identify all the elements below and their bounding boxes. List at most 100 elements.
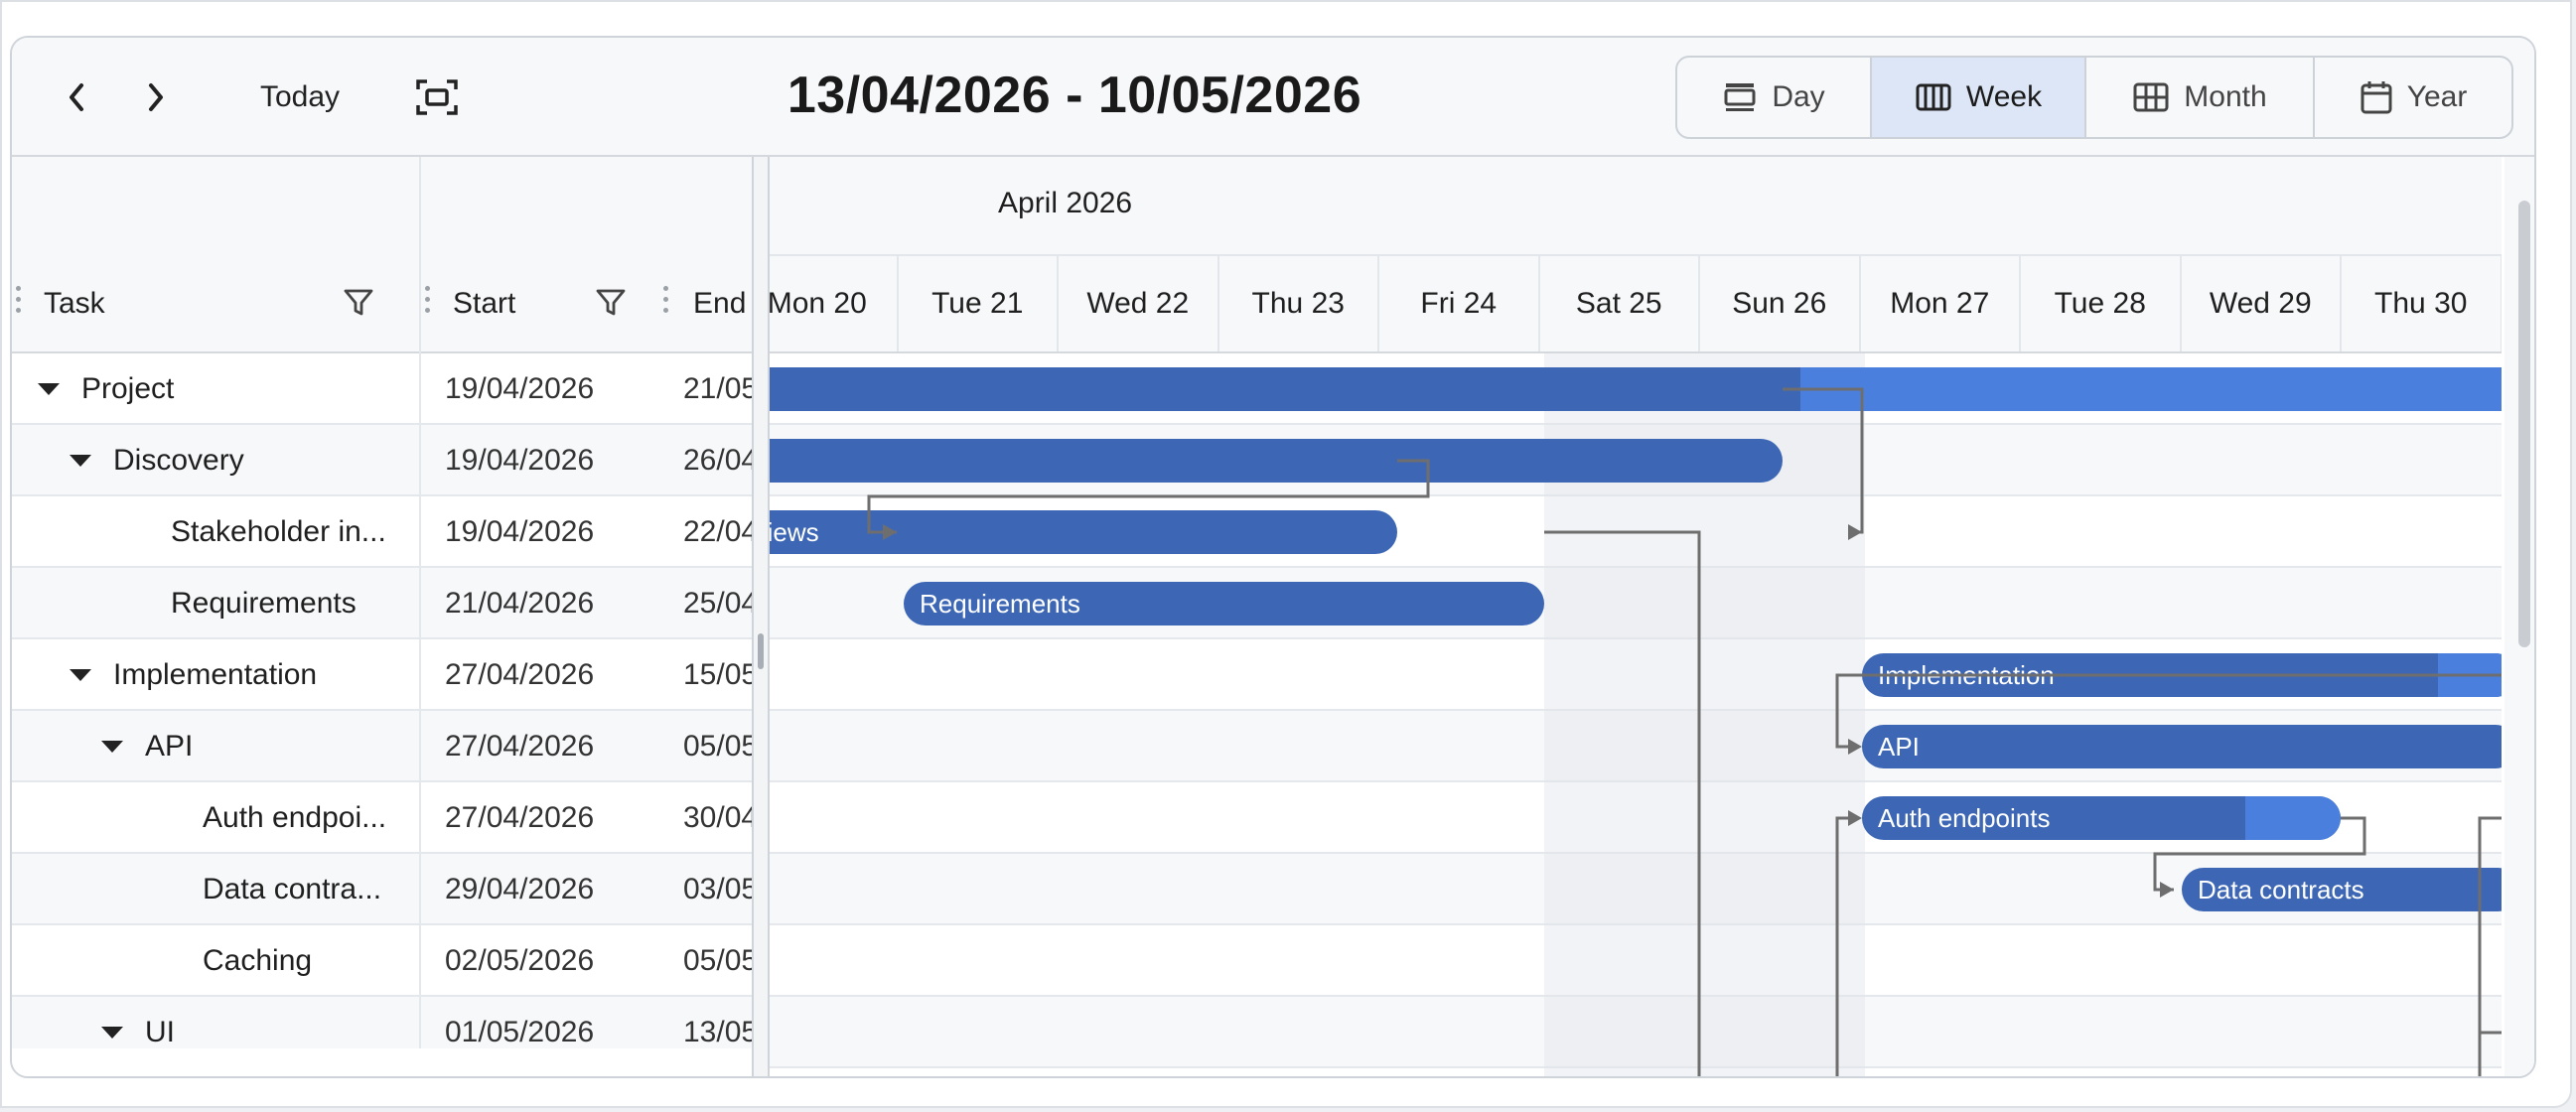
collapse-caret-icon[interactable] <box>70 455 91 467</box>
end-date-cell[interactable]: 15/05 <box>683 658 752 691</box>
day-header: Thu 30 <box>2342 256 2502 351</box>
day-header: Tue 28 <box>2021 256 2182 351</box>
column-header-task[interactable]: Task <box>12 256 421 351</box>
start-date-cell[interactable]: 01/05/2026 <box>445 1016 595 1048</box>
splitter-grip[interactable] <box>758 633 764 669</box>
next-button[interactable] <box>131 68 181 127</box>
table-row[interactable]: Requirements 21/04/2026 25/04 <box>12 568 752 639</box>
month-view-button[interactable]: Month <box>2086 58 2315 137</box>
day-header-row: Mon 20 Tue 21 Wed 22 Thu 23 Fri 24 Sat 25 Sun … <box>770 254 2502 351</box>
collapse-caret-icon[interactable] <box>70 669 91 681</box>
fit-to-screen-icon <box>416 79 458 115</box>
pane-splitter[interactable] <box>752 157 770 1076</box>
end-date-cell[interactable]: 03/05 <box>683 873 752 905</box>
year-view-label: Year <box>2406 80 2468 113</box>
api-bar[interactable]: API <box>1862 725 2502 768</box>
end-date-cell[interactable]: 05/05 <box>683 730 752 763</box>
table-row[interactable]: Stakeholder in... 19/04/2026 22/04 <box>12 496 752 568</box>
collapse-caret-icon[interactable] <box>101 741 123 753</box>
task-name: Caching <box>203 944 313 977</box>
task-cell[interactable]: API <box>12 711 421 782</box>
vertical-scrollbar-thumb[interactable] <box>2518 201 2530 647</box>
start-date-cell[interactable]: 29/04/2026 <box>445 873 595 905</box>
filter-icon[interactable] <box>343 288 374 318</box>
task-cell[interactable]: Project <box>12 353 421 425</box>
end-date-cell[interactable]: 21/05 <box>683 372 752 405</box>
toolbar: Today 13/04/2026 - 10/05/2026 Day Week M… <box>12 38 2534 157</box>
date-range-title: 13/04/2026 - 10/05/2026 <box>787 67 1362 124</box>
day-view-button[interactable]: Day <box>1677 58 1872 137</box>
end-date-cell[interactable]: 25/04 <box>683 587 752 620</box>
filter-icon[interactable] <box>595 288 627 318</box>
end-date-cell[interactable]: 26/04 <box>683 444 752 477</box>
dependency-link[interactable] <box>1544 530 1701 1078</box>
task-name: Implementation <box>113 658 318 691</box>
bar-label: Requirements <box>920 588 1080 619</box>
discovery-bar[interactable] <box>770 439 1783 483</box>
task-cell[interactable]: Implementation <box>12 639 421 711</box>
fit-to-screen-button[interactable] <box>407 68 467 127</box>
start-date-cell[interactable]: 27/04/2026 <box>445 658 595 691</box>
collapse-caret-icon[interactable] <box>38 383 60 395</box>
today-button[interactable]: Today <box>259 80 341 113</box>
end-date-cell[interactable]: 05/05 <box>683 944 752 977</box>
end-date-cell[interactable]: 13/05 <box>683 1016 752 1048</box>
table-row[interactable]: Caching 02/05/2026 05/05 <box>12 925 752 997</box>
day-header: Thu 23 <box>1219 256 1379 351</box>
column-drag-handle[interactable] <box>16 286 22 316</box>
start-date-cell[interactable]: 27/04/2026 <box>445 801 595 834</box>
column-separator[interactable] <box>419 157 421 353</box>
task-cell[interactable]: Data contra... <box>12 854 421 925</box>
bar-label: Data contracts <box>2198 874 2364 904</box>
task-cell[interactable]: Stakeholder in... <box>12 496 421 568</box>
task-cell[interactable]: Discovery <box>12 425 421 496</box>
dependency-link[interactable] <box>2153 816 2366 892</box>
task-cell[interactable]: Requirements <box>12 568 421 639</box>
table-row[interactable]: Implementation 27/04/2026 15/05 <box>12 639 752 711</box>
column-drag-handle[interactable] <box>663 286 669 316</box>
requirements-bar[interactable]: Requirements <box>904 582 1544 626</box>
column-header-end[interactable]: End <box>659 256 752 351</box>
dependency-link[interactable] <box>867 459 1430 534</box>
task-name: API <box>145 730 194 763</box>
dependency-link[interactable] <box>1835 673 2502 749</box>
end-date-cell[interactable]: 22/04 <box>683 515 752 548</box>
table-row[interactable]: UI 01/05/2026 13/05 <box>12 997 752 1048</box>
table-row[interactable]: Project 19/04/2026 21/05 <box>12 353 752 425</box>
day-header: Sat 25 <box>1540 256 1700 351</box>
end-date-cell[interactable]: 30/04 <box>683 801 752 834</box>
timeline-row <box>770 353 2502 425</box>
table-row[interactable]: Auth endpoi... 27/04/2026 30/04 <box>12 782 752 854</box>
start-date-cell[interactable]: 19/04/2026 <box>445 515 595 548</box>
dependency-link[interactable] <box>1835 816 1854 1078</box>
project-bar[interactable] <box>770 367 2502 411</box>
data-contracts-bar[interactable]: Data contracts <box>2182 868 2502 911</box>
start-date-cell[interactable]: 19/04/2026 <box>445 444 595 477</box>
start-date-cell[interactable]: 27/04/2026 <box>445 730 595 763</box>
week-view-button[interactable]: Week <box>1872 58 2086 137</box>
day-header: Wed 22 <box>1059 256 1219 351</box>
start-date-cell[interactable]: 19/04/2026 <box>445 372 595 405</box>
task-cell[interactable]: UI <box>12 997 421 1048</box>
start-date-cell[interactable]: 02/05/2026 <box>445 944 595 977</box>
collapse-caret-icon[interactable] <box>101 1027 123 1039</box>
task-name: Project <box>81 372 175 405</box>
previous-button[interactable] <box>52 68 101 127</box>
table-row[interactable]: API 27/04/2026 05/05 <box>12 711 752 782</box>
vertical-scrollbar[interactable] <box>2504 157 2534 1076</box>
timeline: April 2026 Mon 20 Tue 21 Wed 22 Thu 23 Fri 2… <box>770 157 2502 1078</box>
dependency-link[interactable] <box>2478 816 2502 1078</box>
table-row[interactable]: Discovery 19/04/2026 26/04 <box>12 425 752 496</box>
day-header: Mon 27 <box>1861 256 2021 351</box>
table-row[interactable]: Data contra... 29/04/2026 03/05 <box>12 854 752 925</box>
start-date-cell[interactable]: 21/04/2026 <box>445 587 595 620</box>
year-view-button[interactable]: Year <box>2315 58 2511 137</box>
column-drag-handle[interactable] <box>425 286 431 316</box>
task-cell[interactable]: Caching <box>12 925 421 997</box>
dependency-link[interactable] <box>1783 387 1864 534</box>
auth-endpoints-bar[interactable]: Auth endpoints <box>1862 796 2341 840</box>
view-switcher: Day Week Month Year <box>1675 56 2513 139</box>
arrowhead-icon <box>2160 882 2174 898</box>
task-cell[interactable]: Auth endpoi... <box>12 782 421 854</box>
column-header-start[interactable]: Start <box>421 256 655 351</box>
